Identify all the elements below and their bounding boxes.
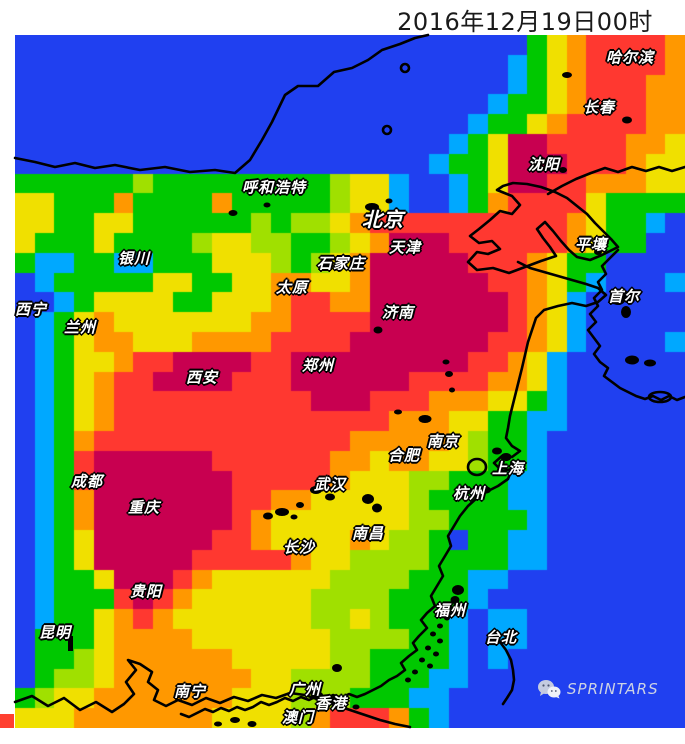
map-field-canvas <box>15 35 685 728</box>
wechat-icon <box>538 680 561 699</box>
page-title: 2016年12月19日00时 <box>397 8 653 36</box>
watermark-label: SPRINTARS <box>567 680 659 698</box>
legend-corner-swatch <box>0 714 14 728</box>
sprintars-watermark: SPRINTARS <box>537 679 659 699</box>
